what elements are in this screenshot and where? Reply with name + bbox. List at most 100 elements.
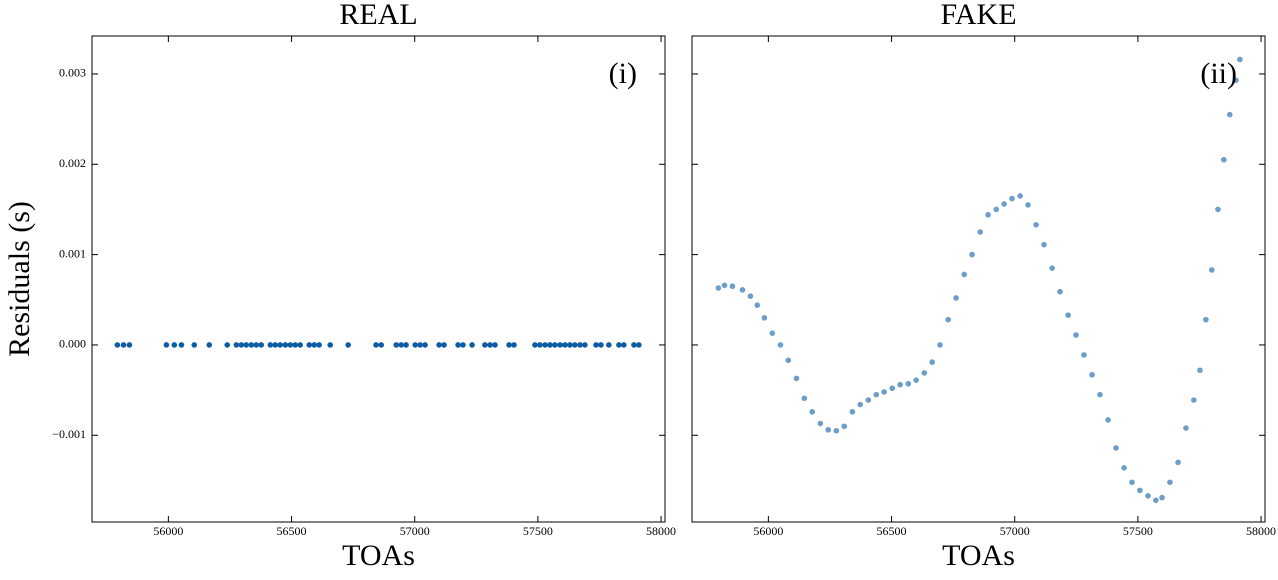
point bbox=[1226, 111, 1233, 118]
point bbox=[422, 342, 428, 348]
point bbox=[1129, 479, 1135, 486]
x-tick-label: 57500 bbox=[1123, 524, 1153, 538]
point bbox=[881, 389, 887, 395]
point bbox=[616, 342, 622, 348]
y-tick-label: 0.002 bbox=[59, 156, 86, 170]
panel-annotation: (i) bbox=[609, 57, 637, 90]
point bbox=[754, 302, 761, 308]
point bbox=[1097, 391, 1103, 398]
point bbox=[1197, 367, 1203, 374]
point bbox=[729, 283, 736, 290]
point bbox=[191, 342, 198, 348]
point bbox=[1145, 493, 1151, 499]
point bbox=[482, 342, 488, 348]
point bbox=[945, 316, 951, 323]
point bbox=[224, 342, 231, 348]
point bbox=[292, 342, 299, 348]
point bbox=[953, 295, 959, 301]
point bbox=[441, 342, 447, 348]
point bbox=[1089, 371, 1095, 378]
point bbox=[412, 342, 419, 348]
point bbox=[277, 342, 284, 348]
point bbox=[248, 342, 255, 348]
point bbox=[1057, 288, 1063, 295]
point bbox=[857, 401, 864, 408]
point bbox=[267, 342, 274, 348]
chart-title: REAL bbox=[339, 0, 417, 31]
point bbox=[929, 359, 935, 365]
point bbox=[1191, 397, 1197, 403]
point bbox=[417, 342, 423, 348]
point bbox=[1183, 425, 1189, 431]
x-tick-label: 57000 bbox=[1000, 524, 1030, 538]
x-tick-label: 56500 bbox=[277, 524, 307, 538]
point bbox=[825, 427, 832, 433]
point bbox=[747, 293, 754, 299]
point bbox=[582, 342, 588, 348]
point bbox=[511, 342, 517, 348]
point bbox=[1081, 352, 1087, 358]
point bbox=[809, 408, 816, 415]
point bbox=[506, 342, 512, 348]
point bbox=[398, 342, 404, 348]
point bbox=[913, 377, 919, 383]
point bbox=[567, 342, 573, 348]
point bbox=[889, 385, 896, 392]
point bbox=[1105, 417, 1111, 423]
x-tick-label: 57000 bbox=[400, 524, 430, 538]
point bbox=[1203, 316, 1209, 323]
x-axis-label: TOAs bbox=[342, 539, 415, 572]
point bbox=[977, 229, 984, 235]
point bbox=[1167, 479, 1173, 486]
point bbox=[1121, 464, 1127, 471]
point bbox=[937, 342, 943, 348]
point bbox=[120, 342, 127, 348]
point bbox=[841, 423, 848, 430]
point bbox=[572, 342, 578, 348]
point bbox=[873, 391, 880, 398]
point bbox=[1208, 267, 1215, 273]
chart-title: FAKE bbox=[940, 0, 1016, 31]
point bbox=[1001, 201, 1007, 207]
point bbox=[785, 357, 792, 364]
point bbox=[238, 342, 245, 348]
point bbox=[552, 342, 558, 348]
point bbox=[1215, 206, 1221, 213]
point bbox=[178, 342, 185, 348]
point bbox=[897, 381, 903, 388]
point bbox=[793, 375, 800, 382]
y-axis-label: Residuals (s) bbox=[3, 201, 36, 357]
point bbox=[1025, 202, 1031, 208]
point bbox=[253, 342, 260, 348]
point bbox=[436, 342, 442, 348]
point bbox=[715, 285, 722, 291]
point bbox=[163, 342, 170, 348]
x-tick-label: 56000 bbox=[153, 524, 183, 538]
point bbox=[345, 342, 351, 348]
point bbox=[905, 380, 912, 387]
point bbox=[403, 342, 409, 348]
point bbox=[542, 342, 548, 348]
point bbox=[393, 342, 400, 348]
x-tick-label: 56000 bbox=[753, 524, 783, 538]
point bbox=[126, 342, 133, 348]
point bbox=[593, 342, 599, 348]
point bbox=[547, 342, 553, 348]
point bbox=[801, 395, 808, 402]
point bbox=[833, 427, 840, 434]
axes-frame bbox=[91, 35, 666, 523]
point bbox=[206, 342, 213, 348]
x-tick-label: 57500 bbox=[523, 524, 553, 538]
point bbox=[631, 342, 637, 348]
point bbox=[721, 282, 728, 289]
point bbox=[327, 342, 334, 348]
y-tick-label: −0.001 bbox=[52, 427, 86, 441]
point bbox=[243, 342, 250, 348]
point bbox=[306, 342, 313, 348]
point bbox=[993, 206, 1000, 213]
x-axis-label: TOAs bbox=[942, 539, 1015, 572]
x-tick-label: 58000 bbox=[646, 524, 676, 538]
axes-frame bbox=[691, 35, 1266, 523]
point bbox=[636, 342, 642, 348]
